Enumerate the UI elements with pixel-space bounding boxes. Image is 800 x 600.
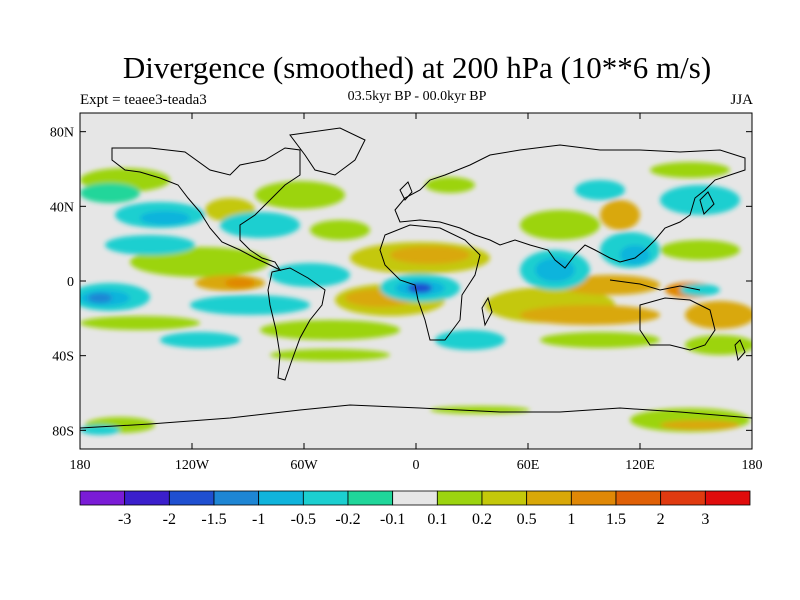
field-patch — [80, 316, 200, 330]
field-patch — [520, 210, 600, 240]
colorbar-label: -0.2 — [335, 511, 360, 528]
lon-tick-label: 180 — [70, 458, 91, 473]
season-label: JJA — [730, 92, 753, 108]
field-patch — [535, 258, 575, 282]
field-patch — [650, 162, 730, 178]
experiment-label: Expt = teaee3-teada3 — [80, 92, 207, 108]
colorbar-label: 1 — [567, 511, 575, 528]
colorbar-label: -1.5 — [201, 511, 226, 528]
australia-coast — [639, 297, 716, 351]
field-patch — [408, 283, 432, 293]
lon-tick-label: 180 — [742, 458, 763, 473]
africa-coast — [379, 224, 481, 341]
field-patch — [190, 295, 310, 315]
japan-coast — [699, 191, 715, 215]
field-patch — [130, 247, 270, 277]
colorbar-swatch — [704, 490, 751, 506]
field-patch — [105, 235, 195, 255]
colorbar-swatch — [392, 490, 438, 506]
field-patch — [270, 263, 350, 287]
madagascar-coast — [481, 296, 493, 327]
field-patch — [660, 420, 740, 430]
field-patch — [425, 177, 475, 193]
field-patch — [620, 245, 650, 265]
colorbar-label: -1 — [252, 511, 265, 528]
field-patch — [220, 212, 300, 238]
field-patch — [575, 180, 625, 200]
field-patch — [390, 246, 470, 264]
colorbar-swatch — [660, 490, 706, 506]
colorbar-label: 0.5 — [517, 511, 537, 528]
map-title: Divergence (smoothed) at 200 hPa (10**6 … — [122, 50, 712, 85]
field-patch — [140, 211, 190, 225]
lat-tick-label: 80N — [50, 126, 74, 141]
colorbar-swatch — [168, 490, 215, 506]
field-patch — [80, 183, 140, 203]
new-zealand-coast — [734, 339, 746, 362]
greenland-coast — [289, 127, 366, 176]
field-patch — [310, 220, 370, 240]
colorbar-label: 1.5 — [606, 511, 626, 528]
lon-tick-label: 0 — [413, 458, 420, 473]
south-america-coast — [267, 267, 326, 381]
map-axes: 80N 40N 0 40S 80S 180 120W 60W 0 60E 120E 180 — [50, 113, 763, 473]
field-patch — [600, 200, 640, 230]
lat-tick-label: 40S — [52, 350, 74, 365]
field-patch — [685, 335, 752, 355]
map-subtitle: 03.5kyr BP - 00.0kyr BP — [347, 89, 487, 104]
field-patch — [520, 305, 660, 325]
colorbar-label: -2 — [163, 511, 176, 528]
eurasia-coast — [394, 144, 746, 269]
lon-tick-label: 60W — [290, 458, 318, 473]
lon-tick-label: 120E — [625, 458, 655, 473]
colorbar-swatch — [258, 490, 304, 506]
colorbar-swatch — [615, 490, 662, 506]
field-patch — [225, 278, 255, 288]
divergence-field — [80, 162, 752, 435]
colorbar-swatch — [436, 490, 483, 506]
field-patch — [430, 406, 530, 414]
uk-coast — [399, 181, 413, 201]
colorbar-label: -3 — [118, 511, 131, 528]
lat-tick-label: 80S — [52, 424, 74, 439]
coastlines — [80, 127, 752, 429]
colorbar: -3 -2 -1.5 -1 -0.5 -0.2 -0.1 0.1 0.2 0.5 1 1.5 2 3 — [79, 490, 751, 528]
colorbar-label: 3 — [701, 511, 709, 528]
colorbar-label: 0.2 — [472, 511, 492, 528]
lat-tick-label: 40N — [50, 200, 74, 215]
colorbar-label: 2 — [657, 511, 665, 528]
field-patch — [160, 332, 240, 348]
north-america-coast — [111, 147, 301, 272]
antarctica-coast — [80, 404, 752, 429]
field-patch — [435, 330, 505, 350]
field-patch — [540, 332, 660, 348]
lon-tick-label: 60E — [517, 458, 540, 473]
field-patch — [660, 240, 740, 260]
colorbar-swatch — [124, 490, 170, 506]
colorbar-swatch — [79, 490, 126, 506]
colorbar-label: 0.1 — [427, 511, 447, 528]
colorbar-label: -0.5 — [291, 511, 316, 528]
lat-tick-label: 0 — [67, 275, 74, 290]
colorbar-swatch — [481, 490, 528, 506]
field-patch — [270, 349, 390, 361]
colorbar-swatch — [526, 490, 572, 506]
field-patch — [88, 293, 112, 303]
colorbar-swatch — [213, 490, 260, 506]
colorbar-swatch — [570, 490, 617, 506]
colorbar-swatch — [302, 490, 349, 506]
colorbar-swatch — [347, 490, 394, 506]
indonesia-coast — [609, 279, 701, 291]
field-patch — [685, 301, 752, 329]
colorbar-label: -0.1 — [380, 511, 405, 528]
lon-tick-label: 120W — [175, 458, 210, 473]
field-patch — [260, 320, 400, 340]
field-patch — [255, 181, 345, 209]
